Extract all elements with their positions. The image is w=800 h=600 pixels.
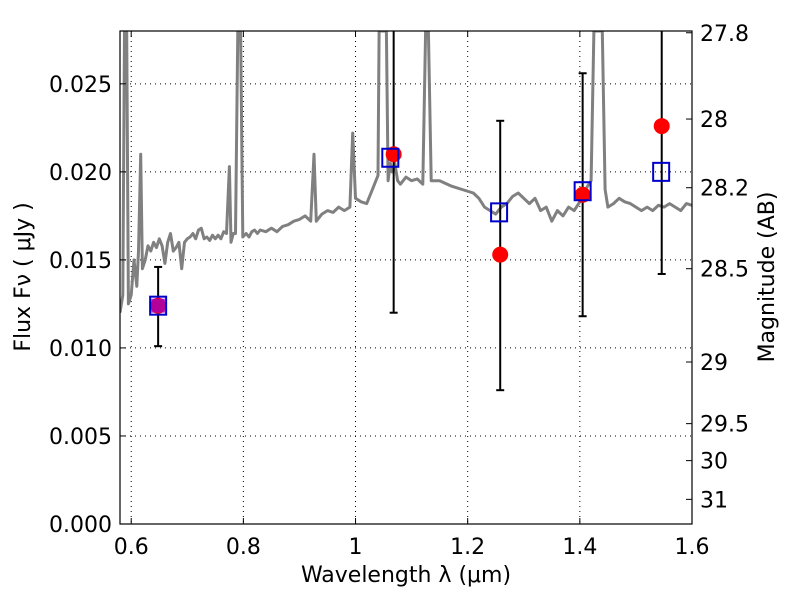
x-tick-label: 1 xyxy=(349,535,363,560)
y2-tick-label: 28.2 xyxy=(700,177,749,202)
axis-ticks: 0.6 0.8 1 1.2 1.4 1.6 0.000 0.005 0.010 0.015 0.02… xyxy=(49,22,749,560)
model-flux-square xyxy=(490,202,509,223)
y2-tick-label: 29 xyxy=(700,351,728,376)
model-flux-square xyxy=(652,161,671,182)
overlap-fill xyxy=(151,298,166,313)
y2-tick-label: 28.5 xyxy=(700,258,749,283)
observed-flux-point xyxy=(653,118,670,135)
y-tick-label: 0.010 xyxy=(49,337,112,362)
y2-tick-label: 29.5 xyxy=(700,413,749,438)
x-axis-label: Wavelength λ (μm) xyxy=(301,563,511,588)
plot-frame xyxy=(119,30,693,525)
x-tick-label: 1.4 xyxy=(562,535,597,560)
y2-tick-label: 30 xyxy=(700,450,728,475)
y-tick-label: 0.015 xyxy=(49,249,112,274)
model-flux-square xyxy=(381,147,400,168)
x-tick-label: 1.6 xyxy=(675,535,710,560)
spectrum-line xyxy=(120,31,692,313)
plot-area xyxy=(120,31,692,392)
y-tick-label: 0.020 xyxy=(49,161,112,186)
observed-flux-point xyxy=(574,186,591,203)
y-tick-label: 0.000 xyxy=(49,513,112,538)
grid-lines xyxy=(120,31,693,525)
x-tick-label: 0.6 xyxy=(114,535,149,560)
y2-tick-label: 27.8 xyxy=(700,22,749,47)
y2-axis-label: Magnitude (AB) xyxy=(755,192,780,363)
model-flux-square xyxy=(149,295,168,316)
x-tick-label: 0.8 xyxy=(226,535,261,560)
y-axis-label: Flux Fν ( μJy ) xyxy=(11,202,36,351)
y2-tick-label: 31 xyxy=(700,488,728,513)
y-tick-label: 0.025 xyxy=(49,73,112,98)
y-tick-label: 0.005 xyxy=(49,425,112,450)
observed-flux-point xyxy=(492,246,509,263)
model-flux-square xyxy=(573,181,592,202)
y2-tick-label: 28 xyxy=(700,108,728,133)
x-tick-label: 1.2 xyxy=(450,535,485,560)
